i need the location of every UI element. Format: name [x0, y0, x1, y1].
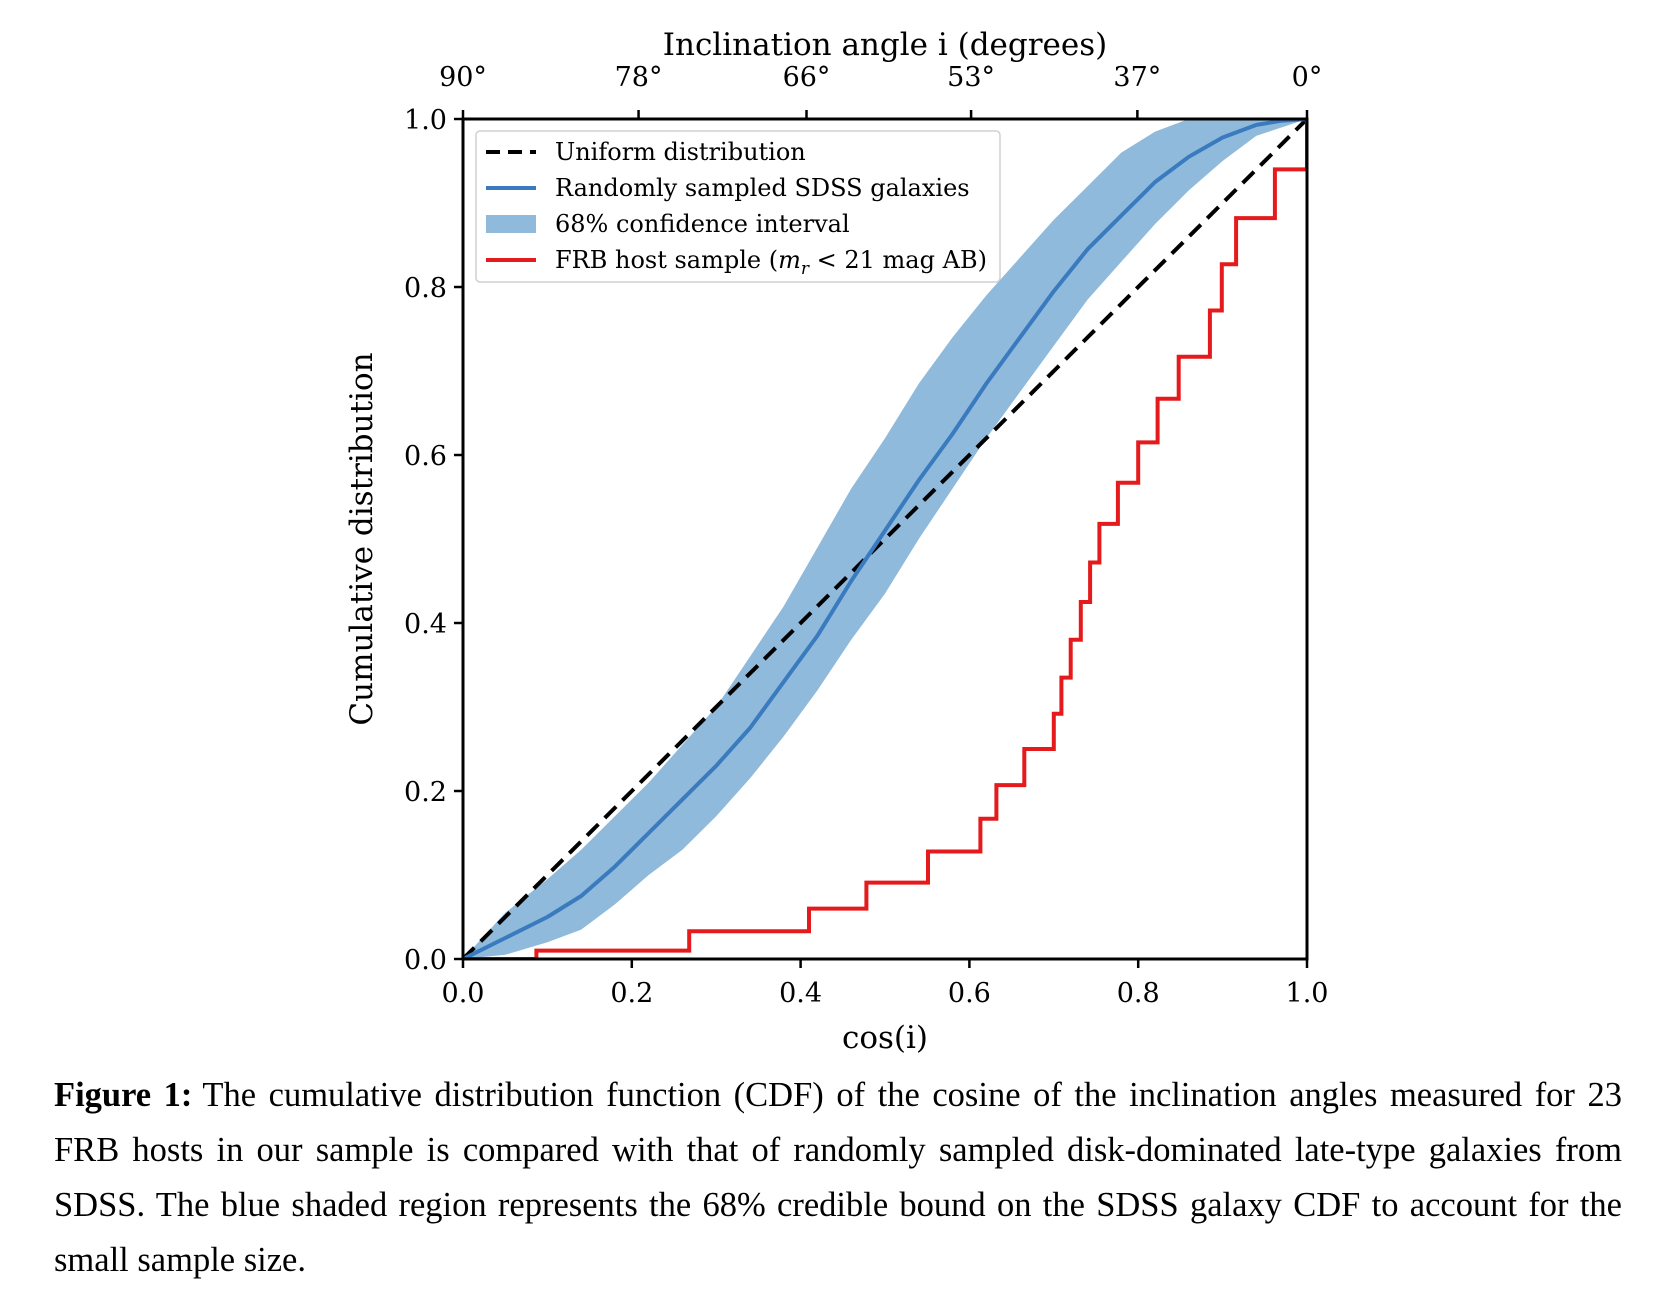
- top-axis-title: Inclination angle i (degrees): [663, 27, 1108, 63]
- top-tick-label: 37°: [1113, 62, 1161, 93]
- y-tick-label: 0.8: [404, 273, 447, 304]
- legend-frb-label: FRB host sample (mr < 21 mag AB): [555, 246, 987, 279]
- y-axis-title: Cumulative distribution: [344, 352, 380, 725]
- legend-frb-m: m: [778, 246, 801, 274]
- y-axis-ticks: 0.0 0.2 0.4 0.6 0.8 1.0: [404, 105, 463, 976]
- x-tick-label: 0.4: [779, 978, 822, 1009]
- y-tick-label: 1.0: [404, 105, 447, 136]
- x-tick-label: 0.8: [1117, 978, 1160, 1009]
- legend-box: [475, 130, 1001, 283]
- top-tick-label: 0°: [1292, 62, 1323, 93]
- x-tick-label: 0.2: [610, 978, 653, 1009]
- x-axis-ticks: 0.0 0.2 0.4 0.6 0.8 1.0: [442, 959, 1329, 1009]
- legend-frb-sub: r: [801, 259, 810, 279]
- figure-caption: Figure 1: The cumulative distribution fun…: [54, 1068, 1622, 1288]
- frb-host-step-line: [463, 119, 1307, 959]
- legend-ci-swatch: [486, 215, 536, 233]
- legend-frb-prefix: FRB host sample (: [555, 246, 778, 274]
- top-tick-label: 78°: [615, 62, 663, 93]
- top-axis-ticks: 90° 78° 66° 53° 37° 0°: [439, 62, 1322, 119]
- y-tick-label: 0.6: [404, 441, 447, 472]
- chart-figure: 0.0 0.2 0.4 0.6 0.8 1.0 0.0 0.2 0.4 0.6 0.8 1.0 90…: [344, 27, 1329, 1056]
- caption-label: Figure 1:: [54, 1076, 193, 1114]
- legend-uniform-label: Uniform distribution: [555, 138, 806, 166]
- confidence-interval-band: [463, 119, 1307, 959]
- top-tick-label: 53°: [947, 62, 995, 93]
- x-tick-label: 1.0: [1286, 978, 1329, 1009]
- x-axis-title: cos(i): [842, 1020, 928, 1056]
- top-tick-label: 90°: [439, 62, 487, 93]
- y-tick-label: 0.2: [404, 777, 447, 808]
- plot-frame: [461, 117, 1309, 961]
- legend: Uniform distribution Randomly sampled SD…: [475, 130, 1001, 283]
- legend-ci-label: 68% confidence interval: [555, 210, 850, 238]
- caption-text: The cumulative distribution function (CD…: [54, 1076, 1622, 1279]
- legend-sdss-label: Randomly sampled SDSS galaxies: [555, 174, 970, 202]
- sdss-cdf-line: [463, 119, 1307, 959]
- x-tick-label: 0.6: [948, 978, 991, 1009]
- x-tick-label: 0.0: [442, 978, 485, 1009]
- legend-frb-suffix: < 21 mag AB): [809, 246, 987, 274]
- y-tick-label: 0.0: [404, 945, 447, 976]
- top-tick-label: 66°: [783, 62, 831, 93]
- y-tick-label: 0.4: [404, 609, 447, 640]
